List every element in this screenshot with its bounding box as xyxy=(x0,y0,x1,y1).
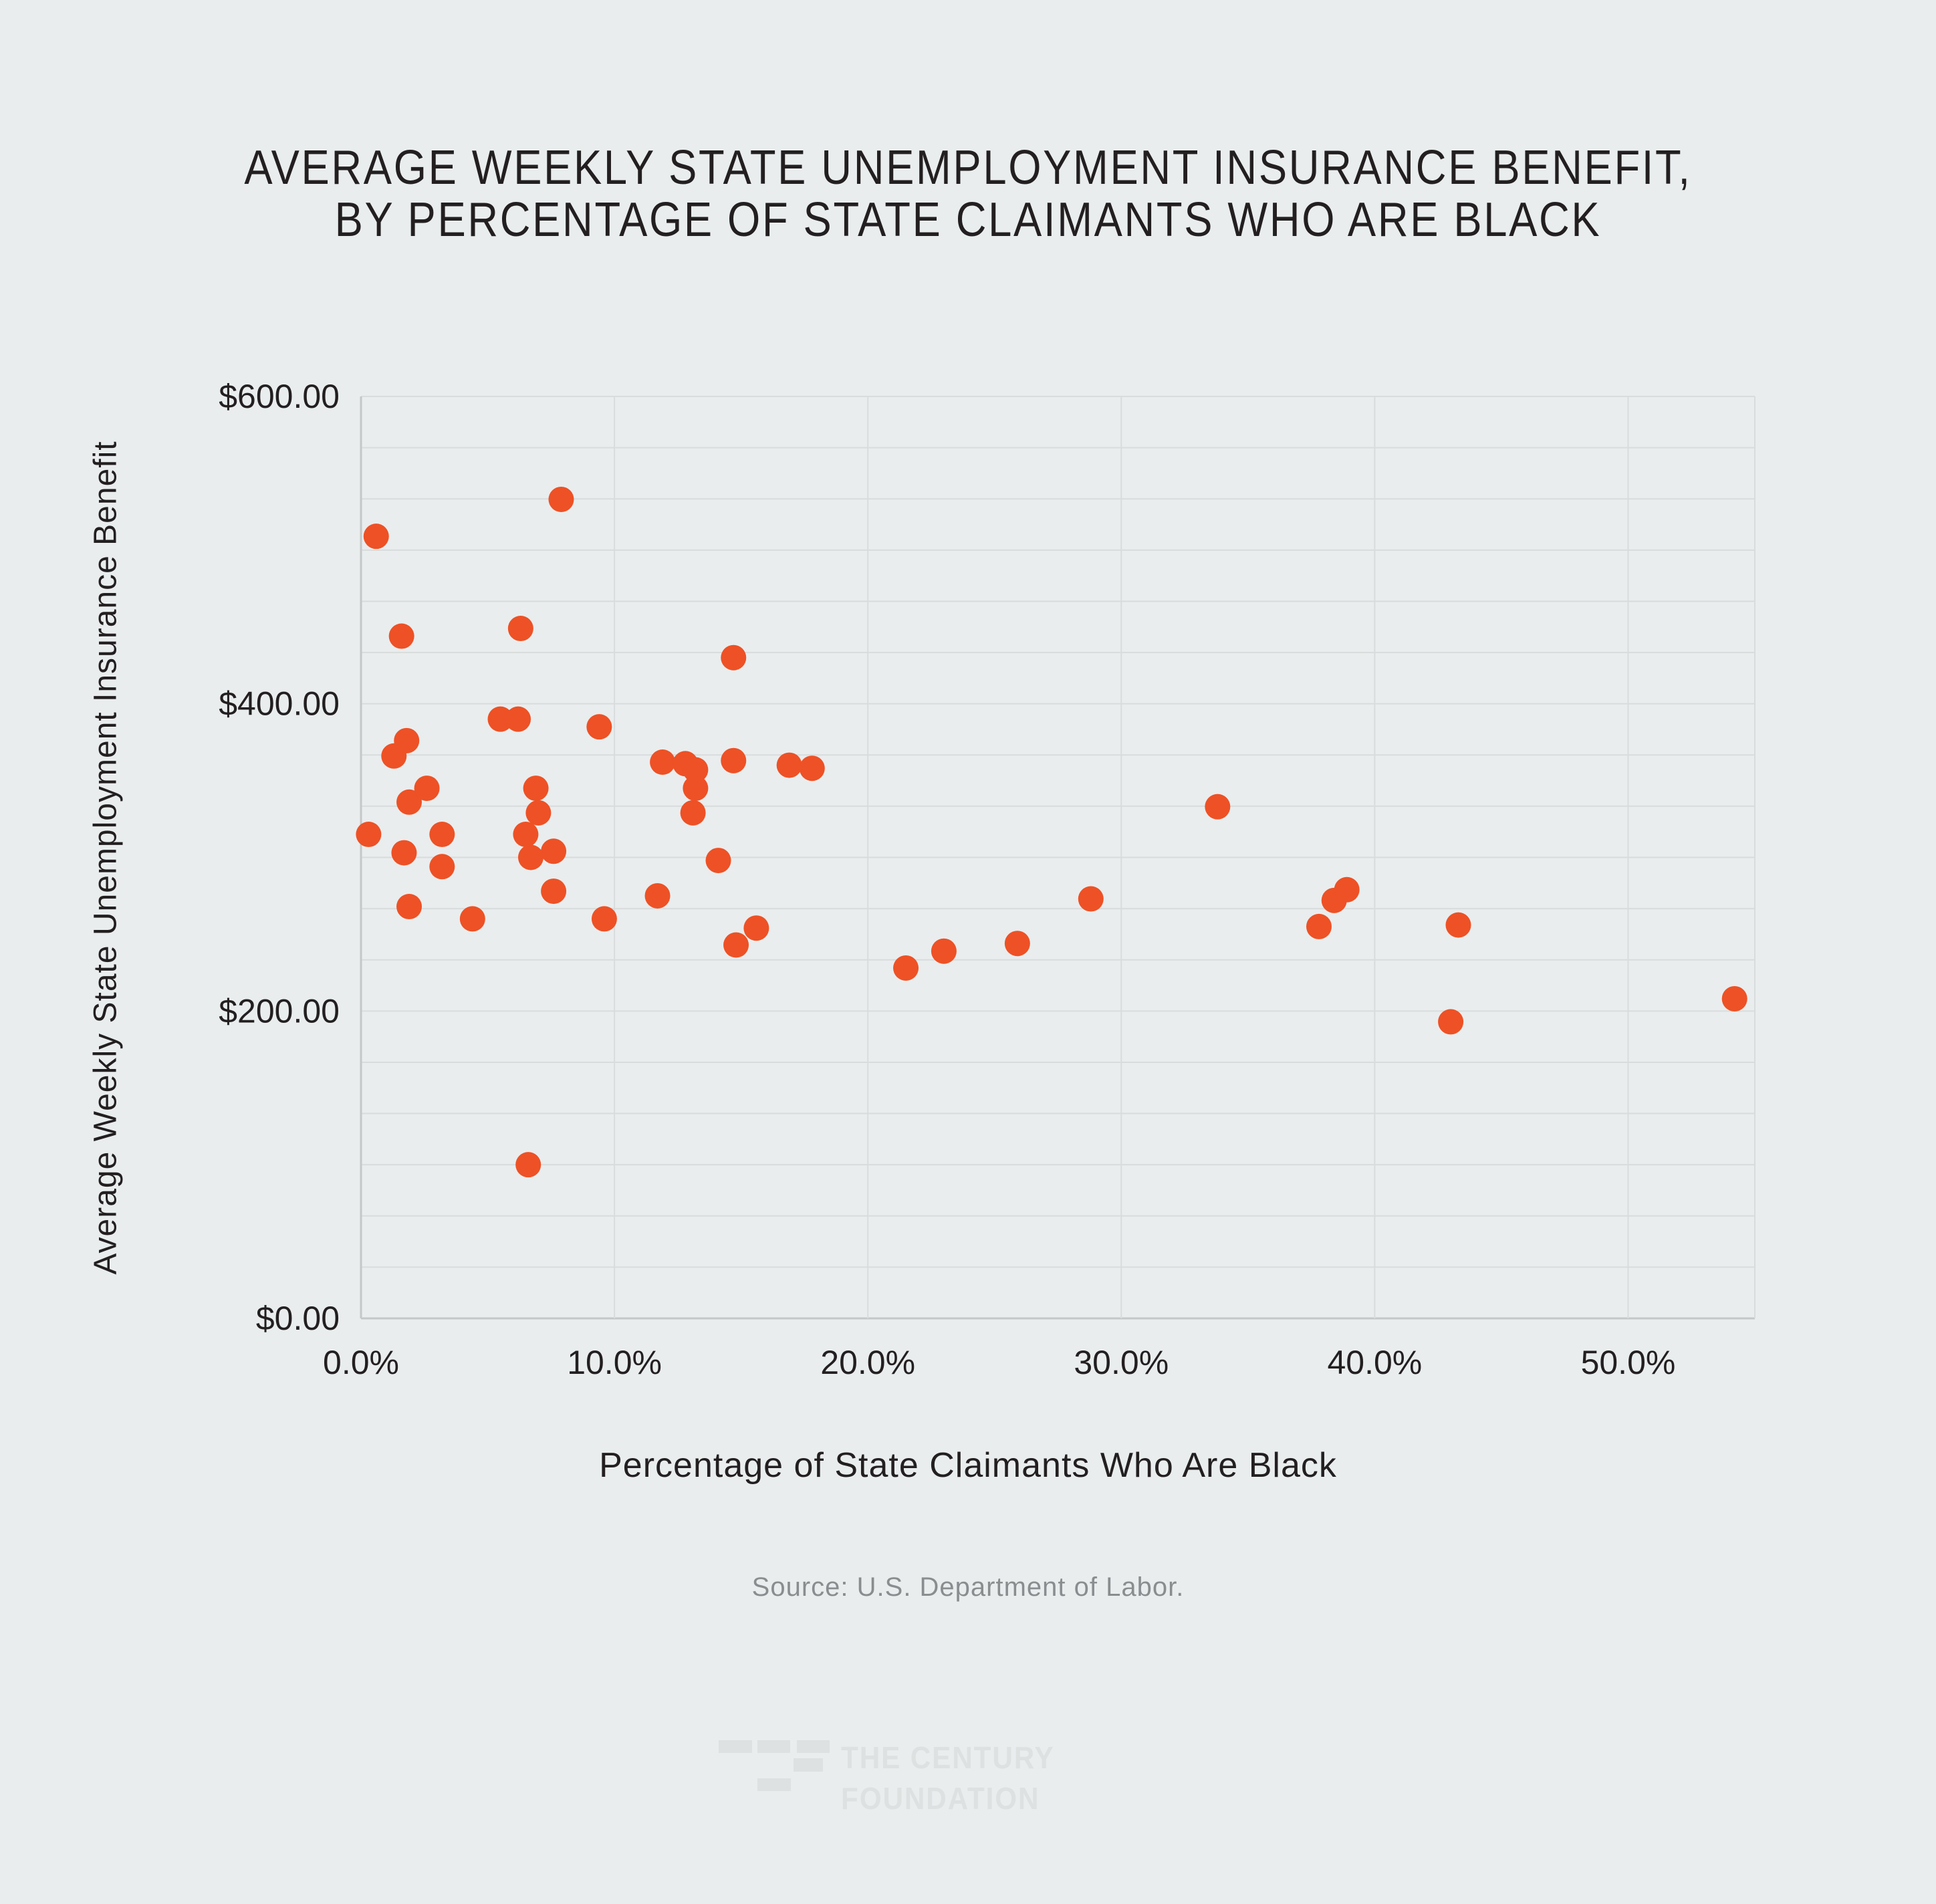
logo-bars-icon xyxy=(797,1740,830,1753)
chart-title-line-1: AVERAGE WEEKLY STATE UNEMPLOYMENT INSURA… xyxy=(244,141,1692,195)
data-point xyxy=(776,752,802,778)
y-tick-label: $400.00 xyxy=(219,685,340,723)
data-point xyxy=(931,938,957,964)
data-point xyxy=(1078,886,1104,912)
data-point xyxy=(680,800,706,826)
logo-bars-icon xyxy=(757,1778,791,1791)
logo-bars-icon xyxy=(757,1740,790,1753)
y-tick-label: $0.00 xyxy=(256,1300,340,1337)
data-point xyxy=(743,915,769,941)
data-point xyxy=(650,749,676,776)
data-point xyxy=(1306,913,1332,939)
x-tick-label: 50.0% xyxy=(1581,1344,1676,1381)
data-point xyxy=(1438,1009,1464,1035)
x-tick-label: 30.0% xyxy=(1074,1344,1169,1381)
x-tick-label: 20.0% xyxy=(820,1344,915,1381)
data-point xyxy=(459,906,485,932)
data-point xyxy=(429,854,455,880)
data-point xyxy=(396,789,422,815)
data-point xyxy=(721,747,747,774)
data-point xyxy=(683,776,709,802)
source-note: Source: U.S. Department of Labor. xyxy=(751,1572,1185,1602)
data-point xyxy=(591,906,617,932)
data-point xyxy=(394,727,420,753)
logo-bars-icon xyxy=(719,1740,752,1753)
data-point xyxy=(356,822,382,848)
chart-title: AVERAGE WEEKLY STATE UNEMPLOYMENT INSURA… xyxy=(116,142,1820,246)
data-point xyxy=(586,714,612,740)
data-point xyxy=(505,706,531,732)
data-point xyxy=(541,838,567,864)
data-point xyxy=(507,616,533,642)
data-point xyxy=(429,822,455,848)
logo-wordmark-line-1: THE CENTURY xyxy=(841,1740,1055,1775)
logo-wordmark-line-2: FOUNDATION xyxy=(841,1781,1040,1816)
data-point xyxy=(723,932,749,958)
century-foundation-logo: THE CENTURY FOUNDATION xyxy=(719,1736,1054,1823)
data-point xyxy=(517,844,543,870)
data-point xyxy=(1004,931,1030,957)
data-point xyxy=(1445,912,1471,938)
y-tick-label: $200.00 xyxy=(219,992,340,1030)
data-point xyxy=(1721,985,1747,1012)
data-point xyxy=(513,822,539,848)
data-point xyxy=(893,955,919,981)
chart-title-line-2: BY PERCENTAGE OF STATE CLAIMANTS WHO ARE… xyxy=(334,193,1602,247)
data-point xyxy=(541,878,567,905)
data-point xyxy=(705,848,731,874)
data-point xyxy=(683,757,709,783)
data-point xyxy=(644,882,671,909)
data-point xyxy=(799,755,825,782)
data-point xyxy=(388,623,414,649)
data-point xyxy=(391,840,417,866)
data-point xyxy=(414,776,440,802)
data-point xyxy=(525,800,552,826)
data-point xyxy=(515,1152,541,1178)
data-point xyxy=(721,644,747,671)
data-point xyxy=(1205,794,1231,820)
x-tick-label: 10.0% xyxy=(567,1344,662,1381)
data-point xyxy=(363,523,389,550)
data-point xyxy=(487,706,513,732)
data-point xyxy=(523,776,549,802)
logo-bars-icon xyxy=(794,1758,823,1772)
logo-wordmark: THE CENTURY FOUNDATION xyxy=(841,1738,1055,1819)
x-tick-label: 40.0% xyxy=(1327,1344,1422,1381)
data-point xyxy=(1334,876,1360,903)
y-tick-label: $600.00 xyxy=(219,378,340,415)
data-point xyxy=(548,486,574,512)
data-point xyxy=(396,894,422,920)
x-axis-title: Percentage of State Claimants Who Are Bl… xyxy=(599,1446,1337,1485)
x-tick-label: 0.0% xyxy=(323,1344,399,1381)
